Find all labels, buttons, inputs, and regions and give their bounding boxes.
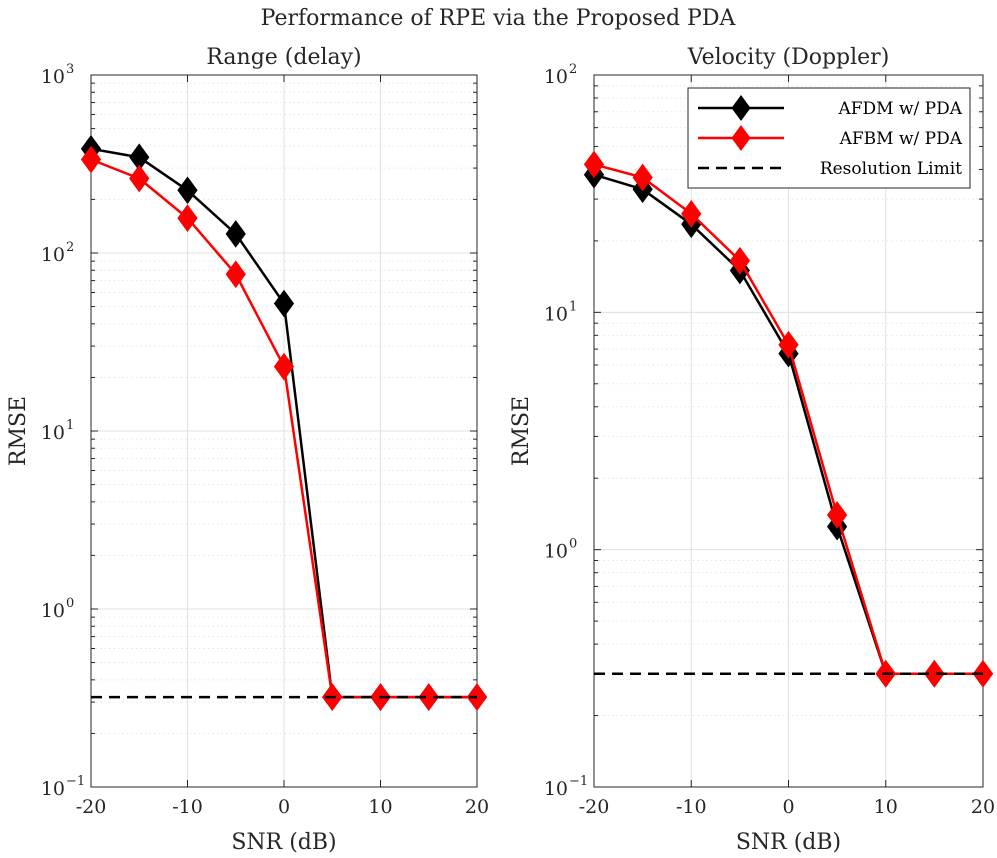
plot-title: Range (delay) <box>206 45 361 70</box>
data-point <box>225 220 246 248</box>
x-tick-label: 0 <box>782 796 794 818</box>
data-point <box>177 204 198 232</box>
series-afbm-w-pda <box>80 145 488 711</box>
x-tick-label: -10 <box>676 796 707 818</box>
data-point <box>129 164 150 193</box>
y-tick-label: 10 <box>41 422 65 444</box>
major-grid <box>90 74 478 788</box>
x-tick-label: 20 <box>971 796 995 818</box>
data-point <box>225 260 246 289</box>
data-point <box>681 199 702 228</box>
data-point <box>80 145 102 174</box>
data-point <box>827 501 848 529</box>
x-axis-label: SNR (dB) <box>736 830 841 855</box>
y-tick-exponent: 1 <box>66 418 74 433</box>
y-tick-exponent: 2 <box>66 240 74 255</box>
x-tick-label: 10 <box>368 796 392 818</box>
data-point <box>632 163 653 192</box>
data-point <box>273 289 295 318</box>
legend-label: Resolution Limit <box>820 159 962 179</box>
x-axis-label: SNR (dB) <box>231 830 336 855</box>
y-axis-label: RMSE <box>6 396 31 466</box>
data-point <box>729 246 750 275</box>
tick-marks <box>593 74 984 788</box>
data-point <box>924 659 945 688</box>
data-point <box>273 352 295 381</box>
y-tick-exponent: 2 <box>569 62 577 77</box>
y-tick-exponent: 1 <box>569 299 577 314</box>
legend-marker <box>731 125 751 151</box>
data-point <box>778 330 799 359</box>
y-tick-exponent: −1 <box>66 774 85 789</box>
legend-marker <box>731 95 751 121</box>
data-point <box>177 176 198 205</box>
x-tick-label: -20 <box>579 796 610 818</box>
x-tick-label: 0 <box>278 796 290 818</box>
y-axis-label: RMSE <box>509 396 534 466</box>
y-tick-label: 10 <box>41 778 65 800</box>
y-tick-label: 10 <box>41 600 65 622</box>
x-tick-label: -20 <box>76 796 107 818</box>
y-tick-label: 10 <box>544 778 568 800</box>
x-tick-label: 10 <box>874 796 898 818</box>
data-point <box>418 683 439 711</box>
y-tick-label: 10 <box>41 66 65 88</box>
legend-label: AFDM w/ PDA <box>837 99 962 119</box>
data-point <box>583 150 605 179</box>
y-tick-label: 10 <box>544 541 568 563</box>
x-tick-label: -10 <box>172 796 203 818</box>
plot-title: Velocity (Doppler) <box>687 45 890 70</box>
y-tick-exponent: 3 <box>66 62 74 77</box>
y-tick-exponent: 0 <box>66 596 74 611</box>
y-tick-exponent: −1 <box>569 774 588 789</box>
y-tick-exponent: 0 <box>569 537 577 552</box>
legend-label: AFBM w/ PDA <box>839 129 963 149</box>
x-tick-label: 20 <box>465 796 489 818</box>
legend: AFDM w/ PDA AFBM w/ PDA Resolution Limit <box>687 87 971 189</box>
figure-title: Performance of RPE via the Proposed PDA <box>261 6 737 31</box>
y-tick-label: 10 <box>41 244 65 266</box>
y-tick-label: 10 <box>544 66 568 88</box>
y-tick-label: 10 <box>544 303 568 325</box>
